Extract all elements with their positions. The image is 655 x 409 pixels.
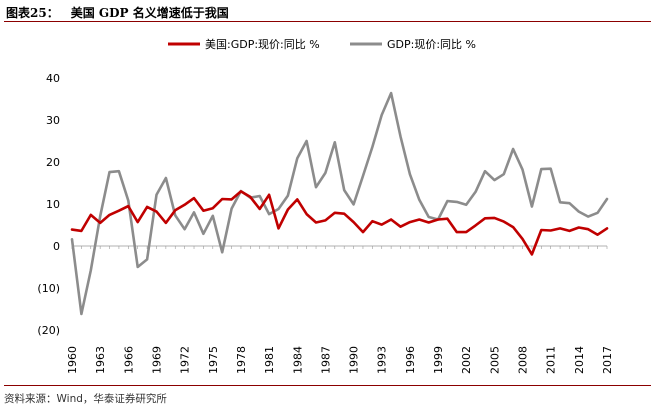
legend-item-china-label: GDP:现价:同比 % (387, 38, 476, 51)
figure-number: 图表25： (6, 6, 59, 20)
x-tick-label: 1960 (66, 346, 79, 374)
legend-item-us-label: 美国:GDP:现价:同比 % (205, 38, 320, 51)
x-tick-label: 1969 (150, 346, 163, 374)
line-chart: 40 30 20 10 0 (10) (20) 1960 1963 1966 1969 1972 197… (37, 38, 614, 374)
figure-caption: 美国 GDP 名义增速低于我国 (70, 6, 229, 20)
y-tick-label: 10 (46, 198, 60, 211)
x-tick-label: 2005 (488, 346, 501, 374)
x-tick-label: 1978 (235, 346, 248, 374)
x-tick-label: 1987 (319, 346, 332, 374)
x-tick-label: 1966 (122, 346, 135, 374)
title-divider (4, 21, 651, 22)
source-divider (4, 385, 651, 386)
y-tick-label: (10) (37, 282, 60, 295)
x-tick-label: 2002 (460, 346, 473, 374)
x-tick-label: 2011 (545, 346, 558, 374)
us-gdp-line (70, 190, 609, 256)
y-tick-label: 30 (46, 114, 60, 127)
figure-header: 图表25： 美国 GDP 名义增速低于我国 (4, 2, 651, 22)
x-tick-label: 1996 (404, 346, 417, 374)
x-tick-label: 2014 (573, 346, 586, 374)
x-tick-label: 1963 (94, 346, 107, 374)
x-tick-label: 1993 (376, 346, 389, 374)
source-note: 资料来源：Wind，华泰证券研究所 (4, 393, 167, 405)
china-gdp-line (70, 91, 609, 316)
y-tick-label: 40 (46, 72, 60, 85)
y-tick-label: 0 (53, 240, 60, 253)
figure-title: 图表25： 美国 GDP 名义增速低于我国 (6, 4, 229, 21)
x-tick-label: 1981 (263, 346, 276, 374)
x-tick-label: 2017 (601, 346, 614, 374)
x-tick-label: 2008 (517, 346, 530, 374)
x-tick-label: 1975 (207, 346, 220, 374)
x-tick-label: 1984 (291, 346, 304, 374)
y-tick-label: 20 (46, 156, 60, 169)
x-tick-label: 1990 (348, 346, 361, 374)
x-tick-label: 1972 (179, 346, 192, 374)
chart-area: 40 30 20 10 0 (10) (20) 1960 1963 1966 1969 1972 197… (0, 22, 655, 384)
y-tick-label: (20) (37, 324, 60, 337)
x-tick-label: 1999 (432, 346, 445, 374)
